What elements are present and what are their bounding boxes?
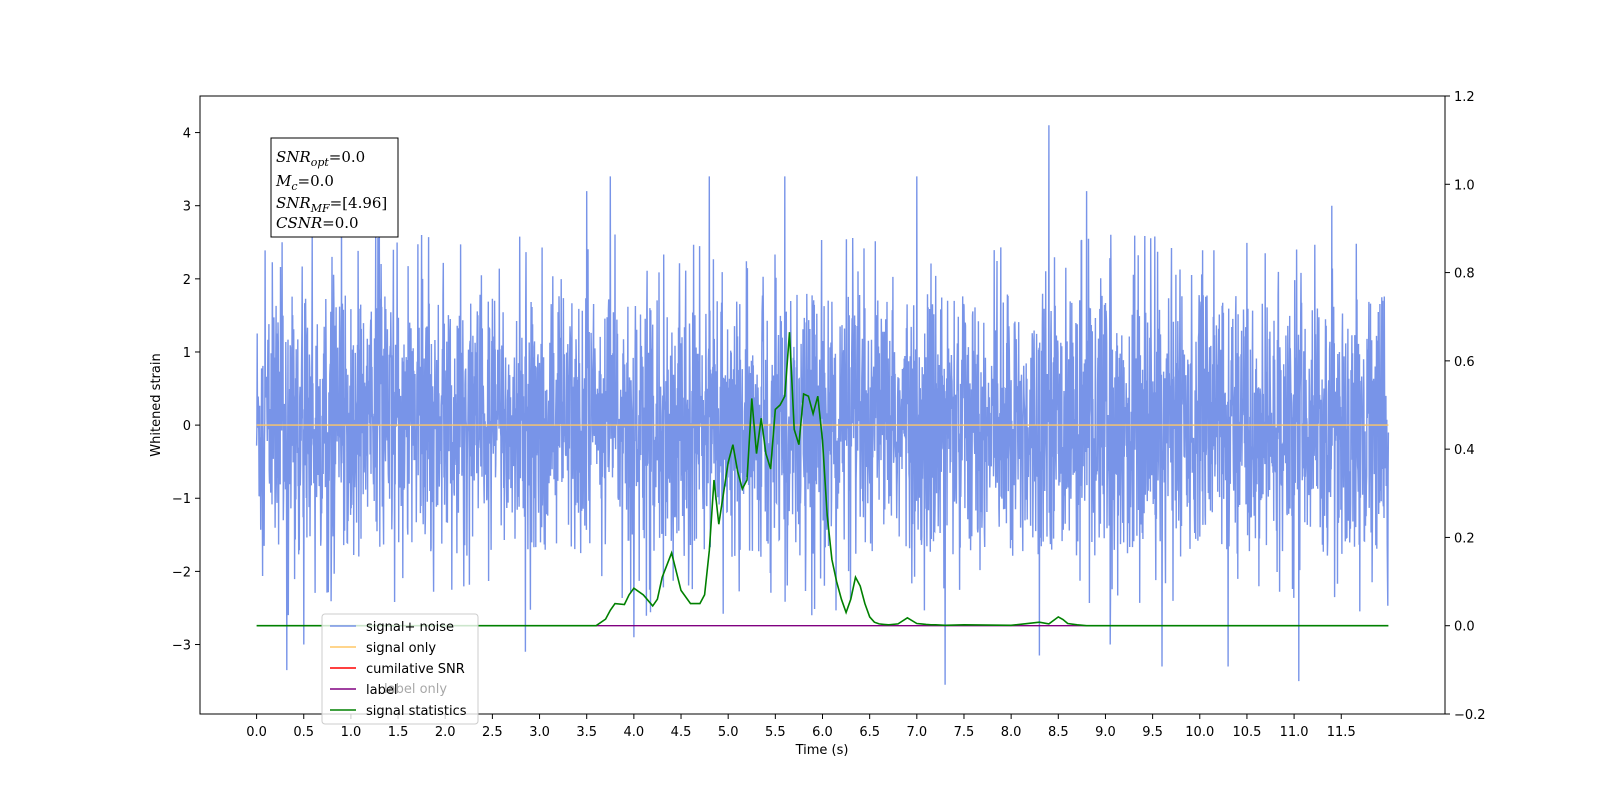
y-tick-label-5: 2 — [183, 273, 191, 288]
legend-entries: signal+ noise signal only cumilative SNR la… — [330, 620, 467, 719]
x-tick-label-3: 1.5 — [388, 725, 409, 740]
x-tick-label-0: 0.0 — [246, 725, 267, 740]
y-axis-title: Whitened strain — [149, 353, 164, 456]
y2-tick-label-6: 1.0 — [1454, 178, 1475, 193]
series-line-signal-statistics — [256, 332, 1389, 627]
y2-tick-label-0: −0.2 — [1454, 708, 1486, 723]
x-tick-label-16: 8.0 — [1001, 725, 1022, 740]
annotation-snr-mf: SNRMF=[4.96] — [276, 194, 387, 215]
annotation-csnr-main: CSNR — [276, 214, 322, 232]
x-tick-label-18: 9.0 — [1095, 725, 1116, 740]
annotation-snr-mf-main: SNR — [276, 194, 311, 212]
legend-label-4: signal statistics — [366, 704, 467, 719]
x-tick-label-13: 6.5 — [859, 725, 880, 740]
x-tick-label-20: 10.0 — [1185, 725, 1214, 740]
y2-tick-label-5: 0.8 — [1454, 267, 1475, 282]
x-tick-label-22: 11.0 — [1280, 725, 1309, 740]
x-tick-label-8: 4.0 — [624, 725, 645, 740]
legend: label only signal+ noise signal only cumil… — [321, 613, 479, 725]
y-tick-label-2: −1 — [172, 492, 191, 507]
series-signal-noise — [255, 125, 1390, 685]
x-tick-label-7: 3.5 — [576, 725, 597, 740]
x-tick-label-21: 10.5 — [1232, 725, 1261, 740]
annotation-mc: Mc=0.0 — [275, 172, 334, 193]
series-line-signal-noise — [255, 125, 1390, 685]
annotation-snr-opt-value: =0.0 — [329, 148, 365, 166]
x-tick-label-1: 0.5 — [293, 725, 314, 740]
x-tick-label-14: 7.0 — [906, 725, 927, 740]
x-tick-label-17: 8.5 — [1048, 725, 1069, 740]
annotation-snr-opt-main: SNR — [276, 148, 311, 166]
x-tick-label-4: 2.0 — [435, 725, 456, 740]
y-tick-label-4: 1 — [183, 346, 191, 361]
legend-label-1: signal only — [366, 641, 436, 656]
x-tick-label-23: 11.5 — [1327, 725, 1356, 740]
legend-label-2: cumilative SNR — [366, 662, 465, 677]
legend-label-3: label — [366, 683, 397, 698]
y2-tick-label-2: 0.2 — [1454, 531, 1475, 546]
x-tick-label-9: 4.5 — [671, 725, 692, 740]
legend-frame — [321, 613, 479, 725]
y-axis-ticks: −3 −2 −1 0 1 2 3 4 — [172, 127, 200, 654]
annotation-mc-value: =0.0 — [298, 172, 334, 190]
y-tick-label-7: 4 — [183, 127, 191, 142]
annotation-mc-sub: c — [291, 180, 297, 193]
annotation-snr-mf-sub: MF — [310, 202, 330, 215]
series-lines — [256, 332, 1389, 627]
y2-tick-label-4: 0.6 — [1454, 355, 1475, 370]
y2-axis-ticks: −0.2 0.0 0.2 0.4 0.6 0.8 1.0 1.2 — [1445, 90, 1486, 723]
y2-tick-label-7: 1.2 — [1454, 90, 1475, 105]
x-tick-label-12: 6.0 — [812, 725, 833, 740]
annotation-csnr-value: =0.0 — [322, 214, 358, 232]
annotation-csnr: CSNR=0.0 — [276, 214, 359, 232]
legend-label-0: signal+ noise — [366, 620, 454, 635]
annotation-frame — [270, 137, 399, 238]
annotation-mc-main: M — [275, 172, 292, 190]
y-tick-label-6: 3 — [183, 200, 191, 215]
y-tick-label-0: −3 — [172, 639, 191, 654]
annotation-snr-mf-value: =[4.96] — [330, 194, 388, 212]
y-tick-label-3: 0 — [183, 419, 191, 434]
x-tick-label-19: 9.5 — [1142, 725, 1163, 740]
y2-tick-label-3: 0.4 — [1454, 443, 1475, 458]
y-tick-label-1: −2 — [172, 565, 191, 580]
x-tick-label-15: 7.5 — [954, 725, 975, 740]
legend-hidden-label: label only — [384, 682, 447, 697]
x-tick-label-2: 1.0 — [341, 725, 362, 740]
x-tick-label-11: 5.5 — [765, 725, 786, 740]
annotation-box: SNRopt=0.0 Mc=0.0 SNRMF=[4.96] CSNR=0.0 — [270, 137, 399, 238]
y2-tick-label-1: 0.0 — [1454, 620, 1475, 635]
x-axis-title: Time (s) — [795, 743, 849, 758]
x-tick-label-10: 5.0 — [718, 725, 739, 740]
annotation-snr-opt: SNRopt=0.0 — [276, 148, 365, 169]
annotation-snr-opt-sub: opt — [311, 156, 330, 169]
x-tick-label-5: 2.5 — [482, 725, 503, 740]
x-tick-label-6: 3.0 — [529, 725, 550, 740]
x-axis-ticks: 0.0 0.5 1.0 1.5 2.0 2.5 3.0 3.5 4.0 4.5 5.0 5.5 6.0 6… — [246, 714, 1356, 740]
